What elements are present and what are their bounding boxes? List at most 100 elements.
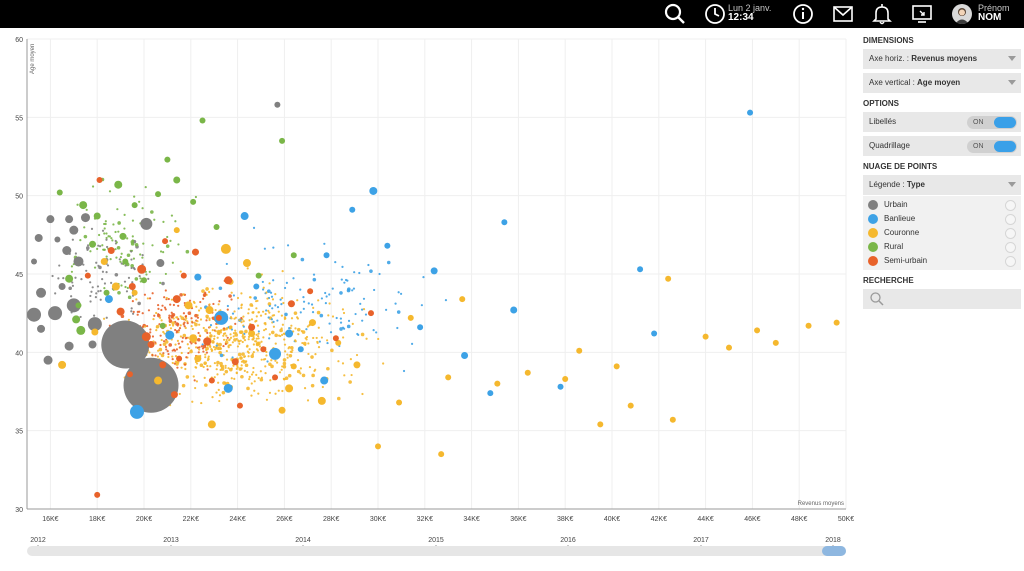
scatter-point-banlieue [430,267,438,275]
scatter-point [247,312,250,315]
scatter-point [166,235,169,239]
scatter-point-couronne [833,319,840,326]
scatter-point [244,363,249,368]
legend-item-urbain[interactable]: Urbain [863,198,1021,212]
scatter-point [199,300,202,304]
scatter-point [292,277,295,280]
scatter-point [369,269,373,273]
x-tick-label: 38K€ [557,516,573,523]
scatter-point [170,314,175,319]
scatter-point [127,318,130,321]
scatter-point [70,270,74,273]
scatter-point-banlieue [651,330,658,337]
scatter-point [253,296,258,300]
x-tick-label: 24K€ [229,516,245,523]
scatter-point [396,310,401,314]
scatter-point [106,264,110,267]
scatter-point [154,341,157,344]
search-input[interactable] [863,289,1021,309]
scatter-point [341,265,344,268]
scatter-point [218,300,221,303]
scatter-point [290,317,294,320]
scatter-point [79,239,82,242]
scatter-chart[interactable]: 16K€ 18K€ 20K€ 22K€ 24K€ 26K€ 28K€ 30K€ 32K€ 34K€… [0,28,855,571]
mail-icon[interactable] [831,2,855,26]
scatter-point [151,353,154,357]
scatter-point [97,264,100,267]
quadrillage-toggle[interactable]: ON [967,140,1017,153]
scatter-point [148,297,152,300]
scatter-point-rural [56,189,63,196]
libelles-toggle[interactable]: ON [967,116,1017,129]
legend-dot [868,228,878,238]
user-name[interactable]: Prénom NOM [978,3,1010,23]
scatter-point [206,364,209,368]
scatter-point-semi-urbain [287,300,295,308]
scatter-point [281,333,284,336]
scatter-point [114,248,117,251]
legend-item-banlieue[interactable]: Banlieue [863,212,1021,226]
scatter-point-urbain [140,217,153,230]
scatter-point [179,324,182,327]
scatter-point [183,321,186,324]
legend-item-rural[interactable]: Rural [863,240,1021,254]
scatter-point [74,276,77,279]
scatter-point [250,394,253,397]
scatter-point-couronne [184,301,193,310]
scatter-point-semi-urbain [367,310,374,317]
legend-radio[interactable] [1005,228,1016,239]
y-tick-label: 55 [15,115,23,122]
scatter-point [179,346,182,349]
scatter-point [310,383,315,388]
scatter-point [196,316,200,319]
scatter-point-banlieue [194,273,202,281]
scatter-point [296,369,301,374]
scatter-point [125,290,129,293]
legend-radio[interactable] [1005,214,1016,225]
scatter-point [263,247,266,250]
y-tick-label: 40 [15,350,23,357]
scatter-point [241,340,244,344]
scatter-point [197,309,201,312]
scatter-point [266,360,269,363]
screen-icon[interactable] [910,2,934,26]
bell-icon[interactable] [870,2,894,26]
search-icon[interactable] [663,2,687,26]
scatter-point [102,248,105,251]
scatter-point-couronne [100,257,108,265]
scatter-point [105,238,108,241]
scatter-point [215,326,218,329]
scatter-point [307,302,310,305]
scatter-point [204,328,208,333]
scatter-point [200,345,203,348]
scatter-point [162,342,167,347]
legend-item-semi-urbain[interactable]: Semi-urbain [863,254,1021,268]
scatter-point [330,348,334,353]
scatter-point-urbain [81,213,90,223]
scatter-point [223,327,226,330]
scatter-point [256,349,259,352]
legend-radio[interactable] [1005,200,1016,211]
scatter-point-urbain [64,341,74,351]
scatter-point-semi-urbain [332,335,339,342]
legend-radio[interactable] [1005,256,1016,267]
legende-select[interactable]: Légende : Type [863,175,1021,195]
x-tick-label: 50K€ [838,516,854,523]
scatter-point [291,349,294,352]
scatter-point [250,318,254,321]
scatter-point [91,185,95,188]
avatar[interactable] [952,4,972,24]
axe-vert-select[interactable]: Axe vertical : Age moyen [863,73,1021,93]
legend-radio[interactable] [1005,242,1016,253]
scatter-point [115,241,118,244]
scatter-point [167,297,170,301]
axe-horiz-select[interactable]: Axe horiz. : Revenus moyens [863,49,1021,69]
scatter-point [198,346,201,349]
legend-item-couronne[interactable]: Couronne [863,226,1021,240]
scatter-point-rural [159,322,166,329]
info-icon[interactable] [791,2,815,26]
scatter-point [197,351,200,354]
quadrillage-option: Quadrillage ON [863,136,1021,156]
scatter-point [377,337,380,341]
scatter-point-banlieue [369,186,378,195]
